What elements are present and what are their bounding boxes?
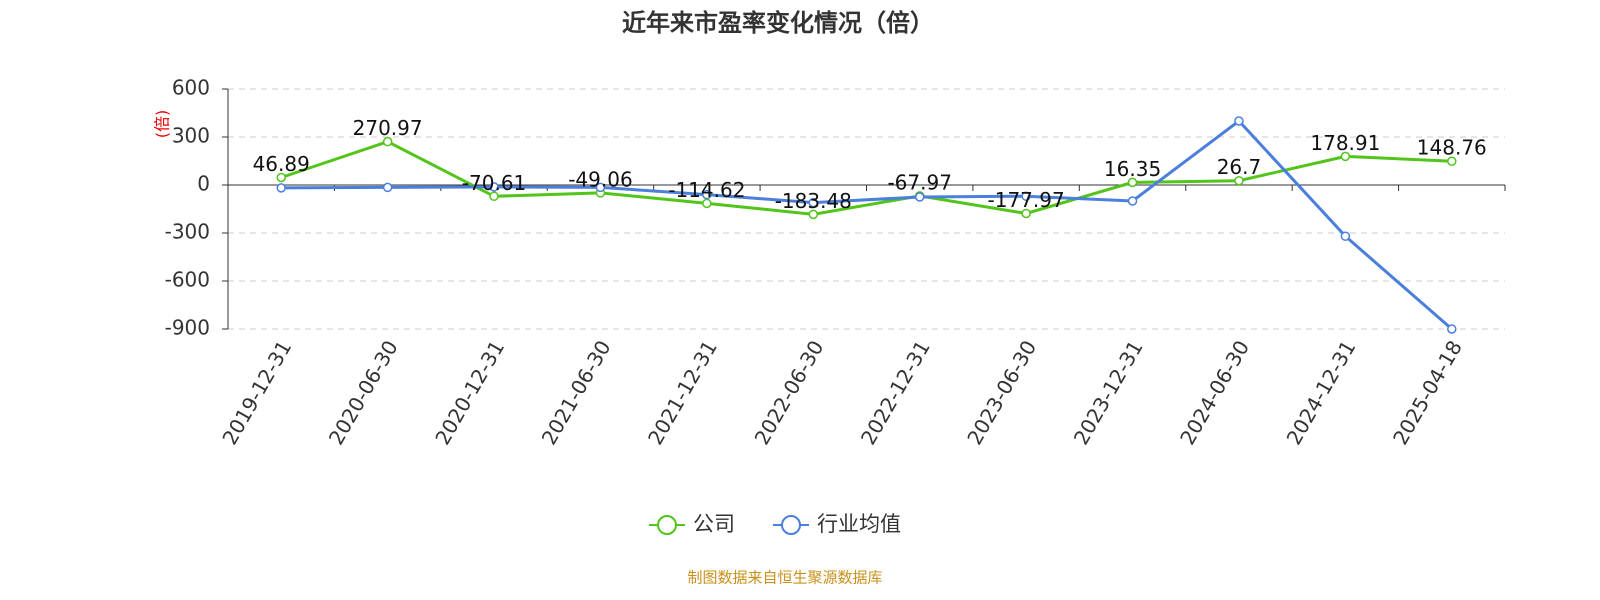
value-label: -49.06 [568, 167, 632, 191]
point [276, 172, 286, 183]
x-tick-label: 2023-12-31 [1069, 336, 1148, 449]
point [1234, 175, 1244, 186]
point [1127, 196, 1138, 206]
y-axis-label: (倍) [153, 110, 172, 139]
x-tick-label: 2019-12-31 [217, 336, 296, 449]
value-label: 26.7 [1217, 155, 1262, 179]
y-tick-label: -600 [165, 268, 210, 292]
point [382, 182, 393, 193]
y-tick-label: 300 [172, 124, 210, 148]
x-tick-label: 2020-12-31 [430, 336, 509, 449]
value-label: 16.35 [1104, 157, 1161, 181]
x-tick-label: 2021-06-30 [537, 336, 616, 449]
point [808, 197, 819, 208]
value-label: -183.48 [775, 189, 852, 213]
point [1340, 151, 1351, 162]
point [276, 183, 286, 193]
legend-label: 公司 [693, 512, 735, 536]
legend-marker [657, 515, 677, 535]
point [1340, 231, 1351, 241]
point [808, 209, 819, 220]
y-tick-label: 0 [197, 172, 210, 196]
point [489, 182, 499, 192]
value-label: -67.97 [887, 170, 951, 194]
point [1127, 177, 1138, 188]
value-label: 46.89 [253, 152, 310, 176]
y-tick-label: 600 [172, 76, 210, 100]
x-tick-label: 2020-06-30 [324, 336, 403, 449]
legend-marker [781, 515, 801, 535]
point [1234, 116, 1244, 126]
source-note: 制图数据来自恒生聚源数据库 [687, 569, 882, 587]
x-tick-label: 2025-04-18 [1388, 336, 1467, 449]
series-line [280, 140, 1452, 216]
x-tick-label: 2021-12-31 [643, 336, 722, 449]
point [382, 136, 393, 147]
value-label: -177.97 [988, 188, 1065, 212]
x-tick-label: 2023-06-30 [962, 336, 1041, 449]
point [1447, 324, 1457, 334]
point [702, 189, 712, 200]
y-tick-label: -900 [165, 316, 210, 340]
point [489, 191, 499, 202]
point [1447, 156, 1457, 166]
value-label: 178.91 [1310, 131, 1380, 155]
point [595, 182, 606, 193]
x-tick-label: 2022-06-30 [749, 336, 828, 449]
point [1021, 208, 1031, 219]
point [1021, 191, 1031, 201]
legend-label: 行业均值 [817, 512, 901, 536]
value-label: 148.76 [1417, 136, 1487, 160]
series-line [281, 118, 1453, 331]
point [914, 192, 925, 202]
value-label: -70.61 [462, 171, 526, 195]
value-label: -114.62 [668, 178, 745, 202]
value-label: 270.97 [353, 116, 423, 140]
x-tick-label: 2024-06-30 [1175, 336, 1254, 449]
y-tick-label: -300 [165, 220, 210, 244]
x-tick-label: 2024-12-31 [1282, 336, 1361, 449]
x-tick-label: 2022-12-31 [856, 336, 935, 449]
chart-title: 近年来市盈率变化情况（倍） [622, 9, 934, 37]
